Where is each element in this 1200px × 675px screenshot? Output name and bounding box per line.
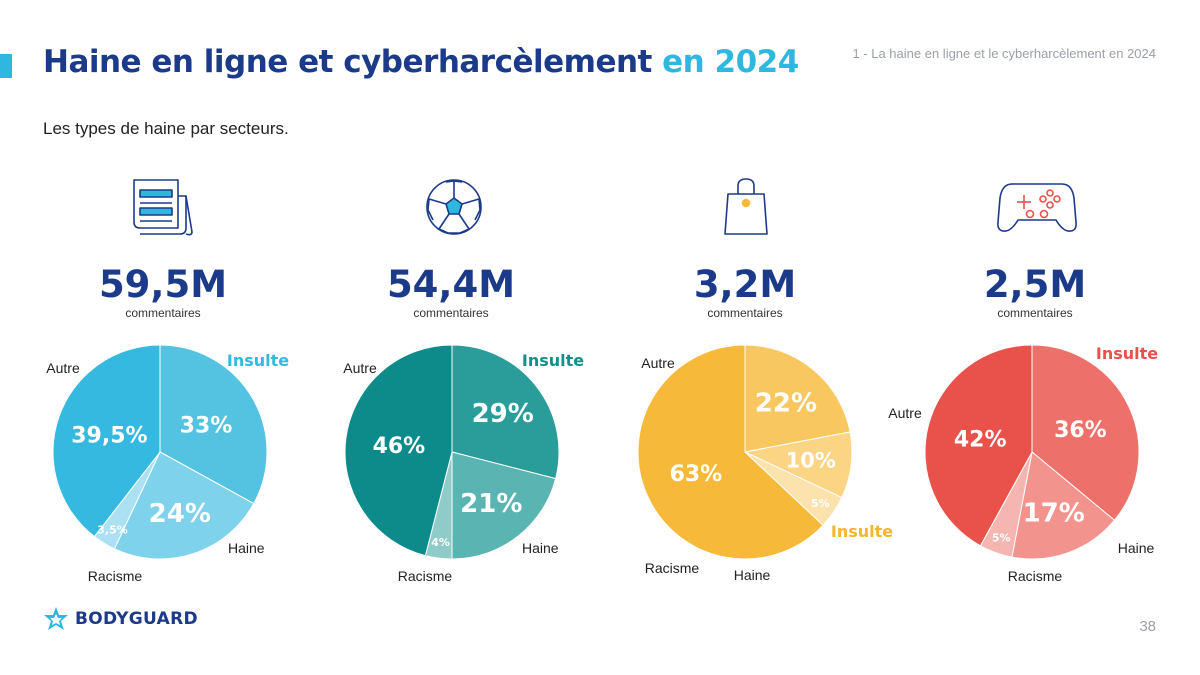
pie-slice-autre	[344, 344, 453, 557]
slice-value-insulte: 36%	[1054, 418, 1107, 443]
subtitle: Les types de haine par secteurs.	[43, 119, 289, 138]
slice-label-racisme: Racisme	[1008, 568, 1063, 584]
slice-label-insulte: Insulte	[522, 351, 584, 370]
total-unit: commentaires	[997, 306, 1072, 320]
brand-logo: BODYGUARD	[43, 606, 198, 632]
pie-chart-3: 22% 10% 5% 63% Insulte Haine Racisme Autre 3,2Mc…	[637, 263, 893, 583]
slice-label-autre: Autre	[46, 360, 80, 376]
title-accent-bar	[0, 54, 12, 78]
slice-label-insulte: Insulte	[227, 351, 289, 370]
football-icon	[426, 179, 482, 235]
slice-value-haine: 21%	[460, 489, 522, 519]
pie-chart-1: 33% 24% 3,5% 39,5% Insulte Haine Racisme Autre 5…	[46, 263, 289, 584]
slice-label-haine: Haine	[1118, 540, 1155, 556]
pie-chart-2: 29% 21% 4% 46% Insulte Haine Racisme Autre 54,4M…	[343, 263, 584, 584]
slice-label-insulte: Insulte	[1096, 344, 1158, 363]
slice-value-autre: 39,5%	[71, 423, 147, 448]
pie-slice-insulte	[744, 344, 851, 453]
pie-slice-autre	[52, 344, 161, 538]
pie-slice-haine	[451, 451, 557, 560]
slice-label-insulte: Insulte	[831, 522, 893, 541]
slice-label-racisme: Racisme	[398, 568, 453, 584]
slice-value-insulte: 22%	[755, 389, 817, 419]
slice-label-racisme: Racisme	[88, 568, 143, 584]
slice-value-autre: 42%	[954, 427, 1007, 452]
slice-value-racisme: 5%	[992, 531, 1011, 544]
total-unit: commentaires	[707, 306, 782, 320]
slice-value-autre: 46%	[373, 434, 426, 459]
slice-value-racisme: 4%	[431, 536, 450, 549]
section-label: 1 - La haine en ligne et le cyberharcèle…	[852, 46, 1156, 61]
total-unit: commentaires	[413, 306, 488, 320]
brand-name: BODYGUARD	[75, 609, 198, 629]
slice-label-haine: Haine	[228, 540, 265, 556]
total-unit: commentaires	[125, 306, 200, 320]
slice-value-autre: 63%	[670, 462, 723, 487]
slice-value-haine: 17%	[1023, 499, 1085, 529]
title-highlight: en 2024	[662, 44, 799, 80]
slice-label-haine: Haine	[734, 567, 771, 583]
pie-slice-autre	[637, 344, 824, 560]
pie-slice-haine	[1011, 451, 1116, 560]
page-title: Haine en ligne et cyberharcèlement en 20…	[43, 44, 799, 80]
total-comments: 54,4M	[387, 263, 515, 306]
page-number: 38	[1139, 618, 1156, 635]
slice-value-haine: 10%	[786, 449, 836, 473]
slice-value-racisme: 3,5%	[97, 523, 128, 536]
total-comments: 2,5M	[984, 263, 1086, 306]
pie-slice-insulte	[1031, 344, 1140, 521]
pie-slice-autre	[924, 344, 1033, 547]
total-comments: 59,5M	[99, 263, 227, 306]
slice-label-autre: Autre	[888, 405, 922, 421]
pie-chart-4: 36% 17% 5% 42% Insulte Haine Racisme Autre 2,5Mc…	[888, 263, 1158, 584]
slice-value-haine: 24%	[149, 499, 211, 529]
slice-label-autre: Autre	[343, 360, 377, 376]
slice-value-racisme: 5%	[811, 497, 830, 510]
gamepad-icon	[997, 183, 1077, 232]
newspaper-icon	[133, 179, 193, 236]
title-main: Haine en ligne et cyberharcèlement	[43, 44, 652, 80]
star-shield-icon	[44, 607, 68, 630]
total-comments: 3,2M	[694, 263, 796, 306]
pie-slice-insulte	[159, 344, 268, 505]
slice-label-haine: Haine	[522, 540, 559, 556]
slice-value-insulte: 33%	[180, 414, 233, 439]
shopping-bag-icon	[724, 178, 768, 235]
slice-label-racisme: Racisme	[645, 560, 700, 576]
slice-value-insulte: 29%	[472, 399, 534, 429]
pie-slice-haine	[113, 451, 255, 560]
slice-label-autre: Autre	[641, 355, 675, 371]
pie-slice-insulte	[451, 344, 560, 480]
